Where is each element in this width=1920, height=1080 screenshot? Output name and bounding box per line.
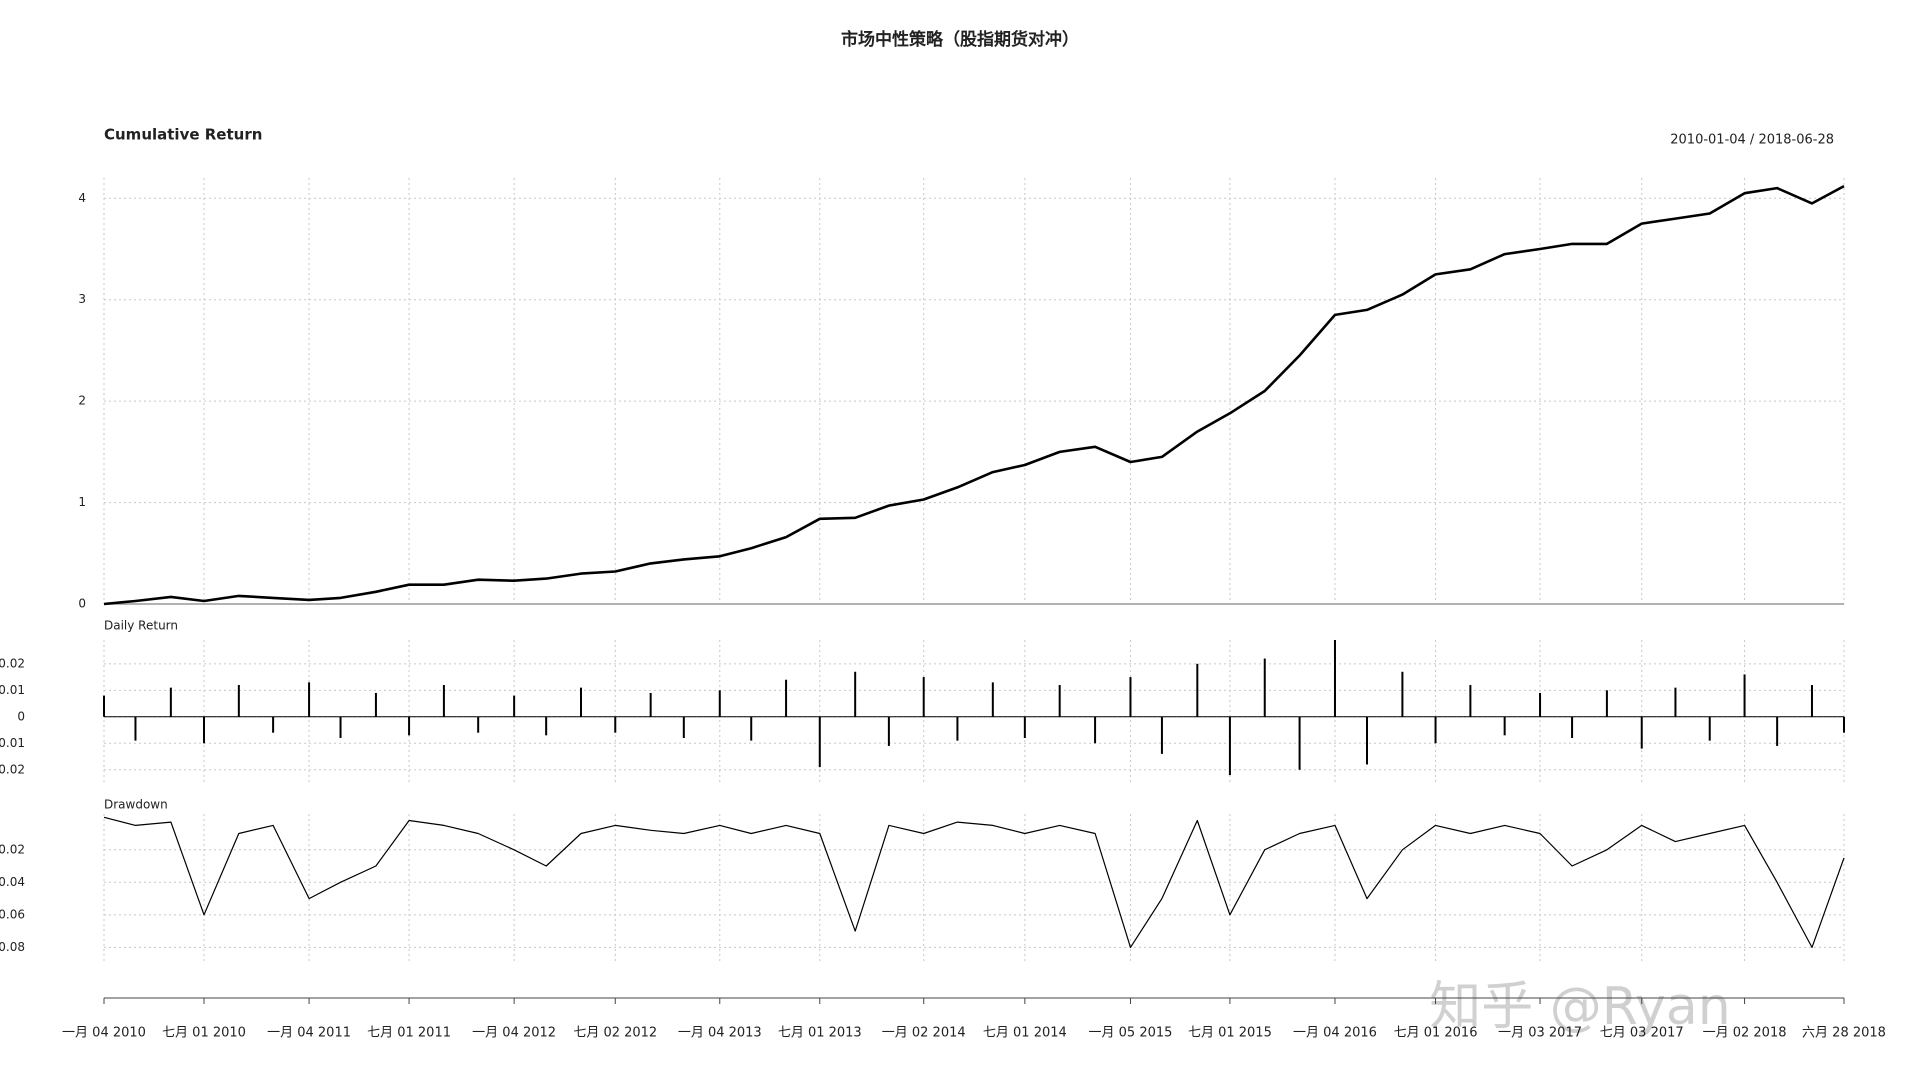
bar xyxy=(1366,716,1369,765)
bar xyxy=(237,685,240,717)
bar xyxy=(1539,692,1542,717)
x-tick-label: 七月 01 2011 xyxy=(367,1026,451,1041)
y-tick-label: 4 xyxy=(78,191,86,205)
y-tick-label: 0.02 xyxy=(0,656,25,670)
bar xyxy=(1503,716,1506,736)
x-tick-label: 七月 01 2016 xyxy=(1394,1026,1478,1041)
y-tick-label: 0.04 xyxy=(0,875,25,889)
x-tick-label: 一月 04 2016 xyxy=(1293,1026,1377,1041)
bar xyxy=(1640,716,1643,749)
y-tick-label: 3 xyxy=(78,292,86,306)
bar xyxy=(1058,685,1061,717)
x-tick-label: 七月 01 2010 xyxy=(162,1026,246,1041)
bar xyxy=(818,716,821,768)
bar xyxy=(887,716,890,746)
bar xyxy=(1023,716,1026,738)
y-tick-label: 0.01 xyxy=(0,683,25,697)
bar xyxy=(1674,687,1677,717)
bar xyxy=(1298,716,1301,770)
x-tick-label: 七月 01 2013 xyxy=(778,1026,862,1041)
y-tick-label: 0.02 xyxy=(0,762,25,776)
x-tick-label: 一月 04 2012 xyxy=(472,1026,556,1041)
bar xyxy=(718,690,721,717)
bar xyxy=(103,695,105,717)
x-tick-label: 六月 28 2018 xyxy=(1802,1026,1886,1041)
panel-title: Daily Return xyxy=(104,619,178,633)
bar xyxy=(408,716,411,736)
x-tick-label: 一月 04 2011 xyxy=(267,1026,351,1041)
bar xyxy=(477,716,480,733)
bar xyxy=(339,716,342,738)
y-tick-label: 2 xyxy=(78,394,86,408)
y-tick-label: 0.02 xyxy=(0,842,25,856)
bar xyxy=(1843,716,1845,733)
x-tick-label: 一月 02 2018 xyxy=(1703,1026,1787,1041)
bar xyxy=(854,671,857,717)
bar xyxy=(649,692,652,717)
bar xyxy=(1571,716,1574,738)
y-tick-label: 1 xyxy=(78,495,86,509)
y-tick-label: 0.08 xyxy=(0,940,25,954)
bar xyxy=(513,695,516,717)
bar xyxy=(579,687,582,717)
bar xyxy=(1434,716,1437,744)
panel-subtitle: 2010-01-04 / 2018-06-28 xyxy=(1670,133,1834,148)
bar xyxy=(1708,716,1711,741)
page-title: 市场中性策略（股指期货对冲） xyxy=(841,29,1079,50)
x-tick-label: 七月 03 2017 xyxy=(1600,1026,1684,1041)
panel-title: Drawdown xyxy=(104,798,168,812)
watermark: 知乎 @Ryan xyxy=(1429,977,1730,1037)
bar xyxy=(785,679,788,717)
bar xyxy=(169,687,172,717)
bar xyxy=(203,716,206,744)
x-tick-label: 一月 04 2010 xyxy=(62,1026,146,1041)
bar xyxy=(134,716,137,741)
y-tick-label: 0 xyxy=(17,709,25,723)
bar xyxy=(308,682,311,717)
bar xyxy=(1263,658,1266,717)
bar xyxy=(682,716,685,738)
panel-title: Cumulative Return xyxy=(104,126,262,144)
x-tick-label: 一月 02 2014 xyxy=(882,1026,966,1041)
y-tick-label: 0.01 xyxy=(0,736,25,750)
x-tick-label: 七月 01 2015 xyxy=(1188,1026,1272,1041)
bar xyxy=(1743,674,1746,717)
series-line xyxy=(103,184,1845,606)
y-tick-label: 0.06 xyxy=(0,907,25,921)
x-tick-label: 一月 03 2017 xyxy=(1498,1026,1582,1041)
x-tick-label: 一月 04 2013 xyxy=(678,1026,762,1041)
bar xyxy=(1333,640,1336,717)
bar xyxy=(1810,685,1813,717)
bar xyxy=(991,682,994,717)
bar xyxy=(545,716,548,736)
series-line xyxy=(103,816,1845,948)
bar xyxy=(272,716,275,733)
bar xyxy=(1605,690,1608,717)
x-tick-label: 七月 02 2012 xyxy=(573,1026,657,1041)
y-tick-label: 0 xyxy=(78,597,86,611)
bar xyxy=(614,716,617,733)
bar xyxy=(956,716,959,741)
bar xyxy=(374,692,377,717)
x-tick-label: 七月 01 2014 xyxy=(983,1026,1067,1041)
bar xyxy=(1094,716,1097,744)
bar xyxy=(1228,716,1231,776)
bar xyxy=(750,716,753,741)
bar xyxy=(1776,716,1779,746)
bar xyxy=(1129,677,1132,717)
bar xyxy=(442,685,445,717)
bar xyxy=(1160,716,1163,754)
bar xyxy=(1469,685,1472,717)
bar xyxy=(1401,671,1404,717)
bar xyxy=(922,677,925,717)
bar xyxy=(1196,663,1199,717)
x-tick-label: 一月 05 2015 xyxy=(1089,1026,1173,1041)
